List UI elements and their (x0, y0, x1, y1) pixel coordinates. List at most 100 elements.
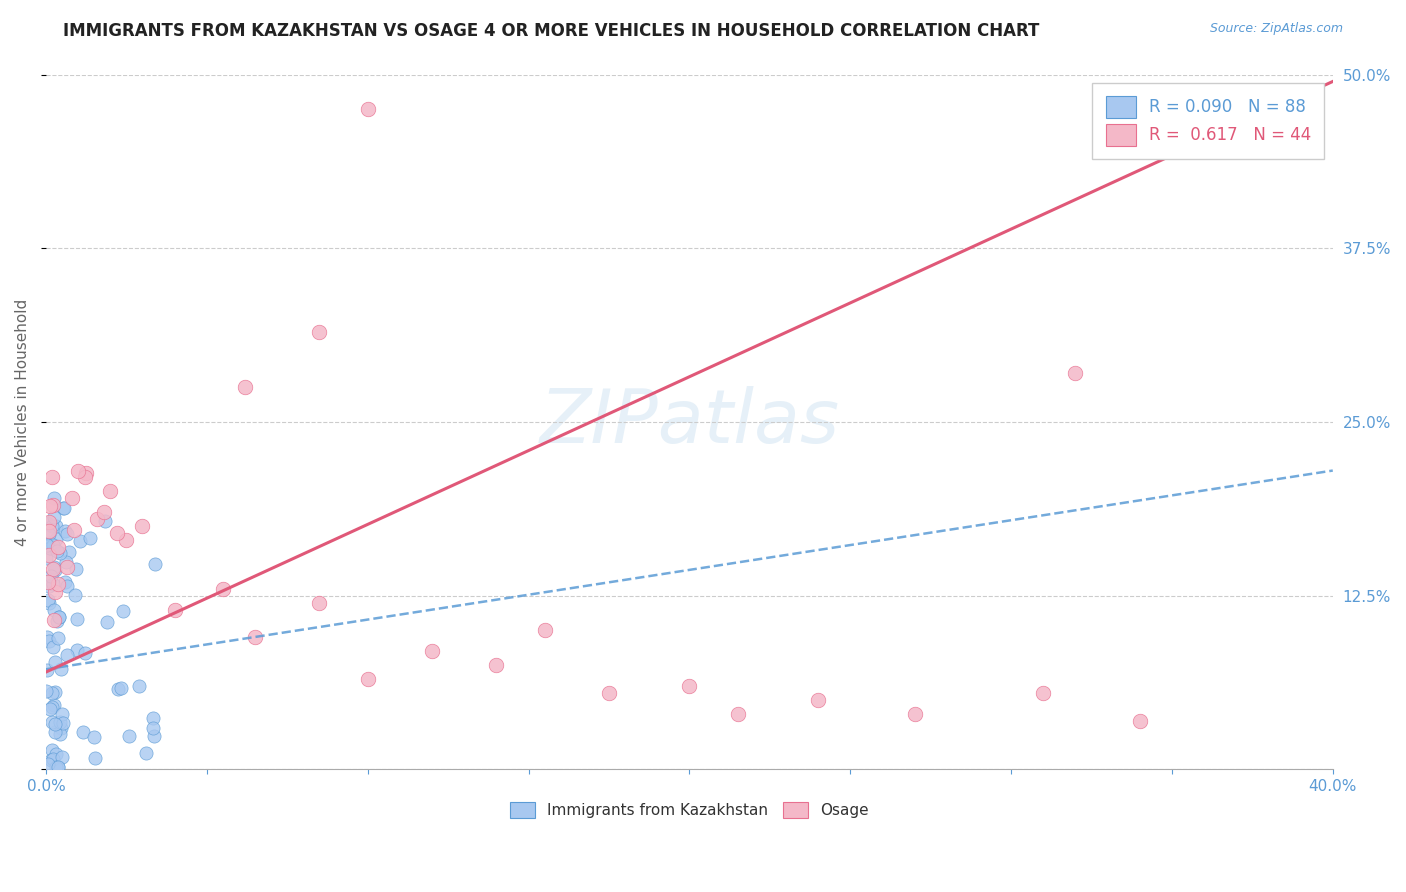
Point (42, 560, 65, 574)
Point (65, 562, 87, 576)
Point (35, 684, 58, 698)
Point (1064, 366, 1087, 380)
Point (38, 596, 60, 610)
Point (46, 544, 69, 558)
Point (96, 615, 118, 629)
Point (357, 102, 380, 116)
Point (1129, 714, 1152, 728)
Point (63, 588, 86, 602)
Point (727, 706, 749, 721)
Point (35, 663, 58, 677)
Point (42, 613, 65, 627)
Point (48, 609, 70, 624)
Point (44, 725, 66, 739)
Point (42, 562, 65, 576)
Point (42, 538, 65, 552)
Point (93, 505, 115, 519)
Point (56, 559, 79, 574)
Point (48, 610, 70, 624)
Point (51, 662, 73, 676)
Point (44, 685, 66, 699)
Point (51, 750, 73, 764)
Point (66, 643, 89, 657)
Text: Source: ZipAtlas.com: Source: ZipAtlas.com (1209, 22, 1343, 36)
Point (212, 582, 235, 596)
Point (44, 602, 66, 616)
Point (94, 514, 117, 528)
Point (52, 715, 75, 730)
Point (52, 500, 75, 515)
Point (903, 706, 925, 721)
Point (38, 579, 60, 593)
Point (308, 596, 330, 610)
Point (45, 519, 67, 533)
Text: ZIPatlas: ZIPatlas (540, 386, 839, 458)
Point (143, 558, 166, 572)
Point (110, 681, 132, 695)
Point (44, 584, 66, 599)
Point (38, 515, 60, 529)
Point (51, 707, 73, 722)
Point (44, 532, 66, 546)
Point (84, 751, 107, 765)
Point (235, 380, 257, 394)
Point (357, 672, 380, 686)
Point (51, 501, 73, 516)
Point (163, 602, 186, 616)
Point (39, 541, 62, 555)
Legend: Immigrants from Kazakhstan, Osage: Immigrants from Kazakhstan, Osage (505, 796, 875, 824)
Point (41, 469, 63, 483)
Point (37, 756, 59, 771)
Point (37, 575, 59, 590)
Point (55, 555, 77, 569)
Point (66, 612, 89, 626)
Point (807, 693, 830, 707)
Point (42, 540, 65, 554)
Point (37, 593, 59, 607)
Point (48, 546, 70, 560)
Point (38, 499, 60, 513)
Point (42, 698, 65, 713)
Point (42, 577, 65, 591)
Point (35, 516, 58, 530)
Point (83, 730, 105, 744)
Point (115, 533, 138, 547)
Point (39, 536, 62, 550)
Point (678, 679, 700, 693)
Point (38, 633, 60, 648)
Point (42, 491, 65, 506)
Point (46, 577, 69, 591)
Point (41, 518, 63, 533)
Point (41, 700, 63, 714)
Point (39, 753, 62, 767)
Point (73, 646, 96, 660)
Point (38, 548, 60, 562)
Point (142, 729, 165, 743)
Point (98, 484, 121, 499)
Point (44, 760, 66, 774)
Point (142, 711, 165, 725)
Point (46, 540, 69, 554)
Point (63, 523, 86, 537)
Point (42, 509, 65, 524)
Point (44, 656, 66, 670)
Point (533, 624, 555, 638)
Point (75, 466, 97, 480)
Point (44, 563, 66, 577)
Point (72, 725, 94, 739)
Point (79, 531, 101, 545)
Point (46, 759, 69, 773)
Point (45, 614, 67, 628)
Point (69, 534, 91, 549)
Point (42, 752, 65, 766)
Point (128, 680, 150, 694)
Point (58, 545, 80, 559)
Point (1032, 686, 1054, 700)
Point (49, 722, 72, 736)
Point (105, 526, 128, 541)
Point (55, 574, 77, 589)
Point (45, 747, 67, 761)
Point (56, 648, 79, 662)
Point (243, 630, 266, 644)
Point (56, 579, 79, 593)
